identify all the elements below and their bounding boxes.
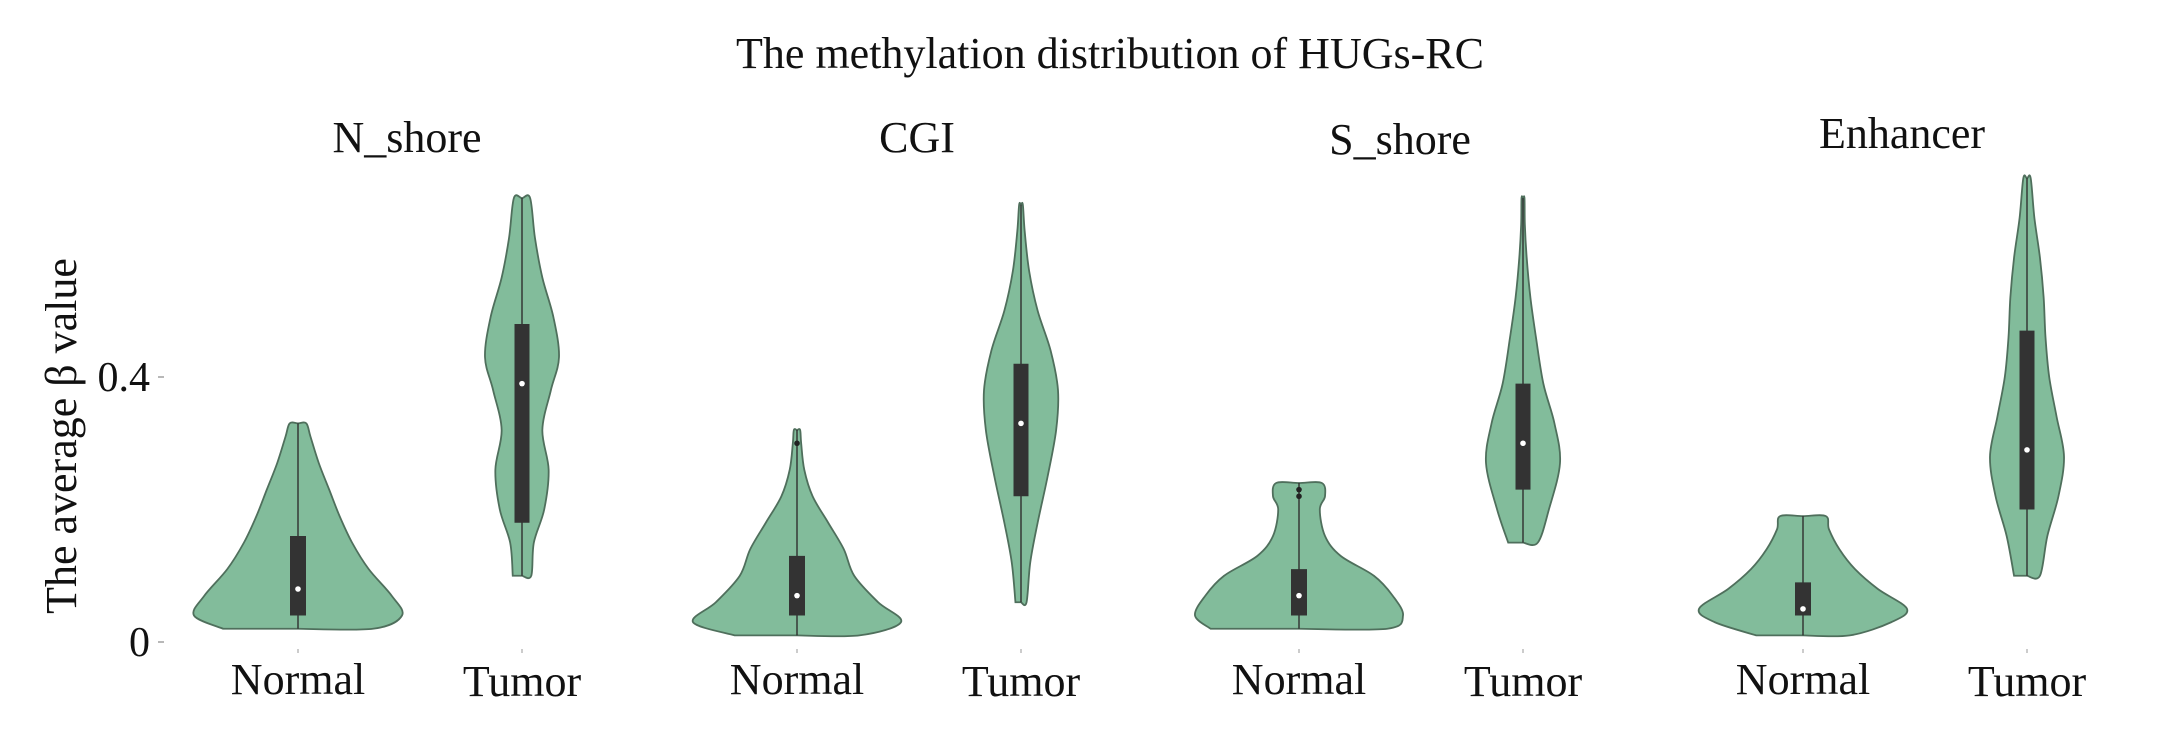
x-category-label: Normal [1736,655,1870,704]
median-point [1296,592,1302,599]
plot-area: N_shore Normal Tumor CGI Normal Tumor S_shore N… [192,109,2087,706]
violin-normal [691,428,903,638]
median-point [519,380,525,387]
iqr-box [514,324,530,523]
panel-enhancer: Enhancer Normal Tumor [1697,109,2087,706]
iqr-box [789,555,805,616]
median-point [794,592,800,599]
x-category-label: Tumor [962,657,1081,706]
iqr-box [1515,383,1531,490]
outlier-point [1296,493,1302,500]
iqr-box [2019,330,2035,510]
panel-title: S_shore [1329,115,1471,164]
median-point [1520,440,1526,447]
panel-title: N_shore [332,113,481,162]
violin-tumor [1989,174,2065,580]
x-category-label: Tumor [1968,657,2087,706]
outlier-point [1296,486,1302,493]
y-axis: The average β value 0 0.4 [37,258,164,666]
panel-n-shore: N_shore Normal Tumor [192,113,582,706]
median-point [1018,420,1024,427]
y-tick-label: 0.4 [98,355,151,401]
median-point [1800,606,1806,612]
median-point [295,586,301,592]
chart-title: The methylation distribution of HUGs-RC [736,29,1484,78]
panel-cgi: CGI Normal Tumor [691,113,1081,706]
iqr-box [1291,569,1307,616]
violin-tumor [484,194,560,580]
violin-tumor [1484,195,1562,546]
panel-title: Enhancer [1819,109,1985,158]
outlier-point [794,440,800,447]
iqr-box [1795,582,1811,616]
x-category-label: Normal [1232,655,1366,704]
median-point [2024,447,2030,453]
y-axis-label: The average β value [37,258,86,614]
x-category-label: Tumor [463,657,582,706]
violin-normal [192,421,404,631]
panel-title: CGI [879,113,955,162]
iqr-box [290,536,306,616]
violin-tumor [982,201,1060,607]
x-category-label: Normal [231,655,365,704]
x-category-label: Normal [730,655,864,704]
panel-s-shore: S_shore Normal Tumor [1194,115,1583,706]
x-category-label: Tumor [1464,657,1583,706]
violin-normal [1194,481,1404,631]
iqr-box [1013,363,1029,497]
violin-normal [1697,514,1909,638]
y-tick-label: 0 [129,620,150,666]
